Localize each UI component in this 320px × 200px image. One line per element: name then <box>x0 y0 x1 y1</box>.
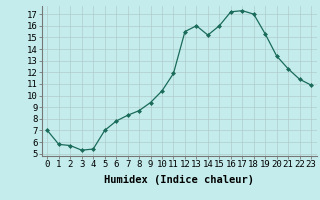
X-axis label: Humidex (Indice chaleur): Humidex (Indice chaleur) <box>104 175 254 185</box>
